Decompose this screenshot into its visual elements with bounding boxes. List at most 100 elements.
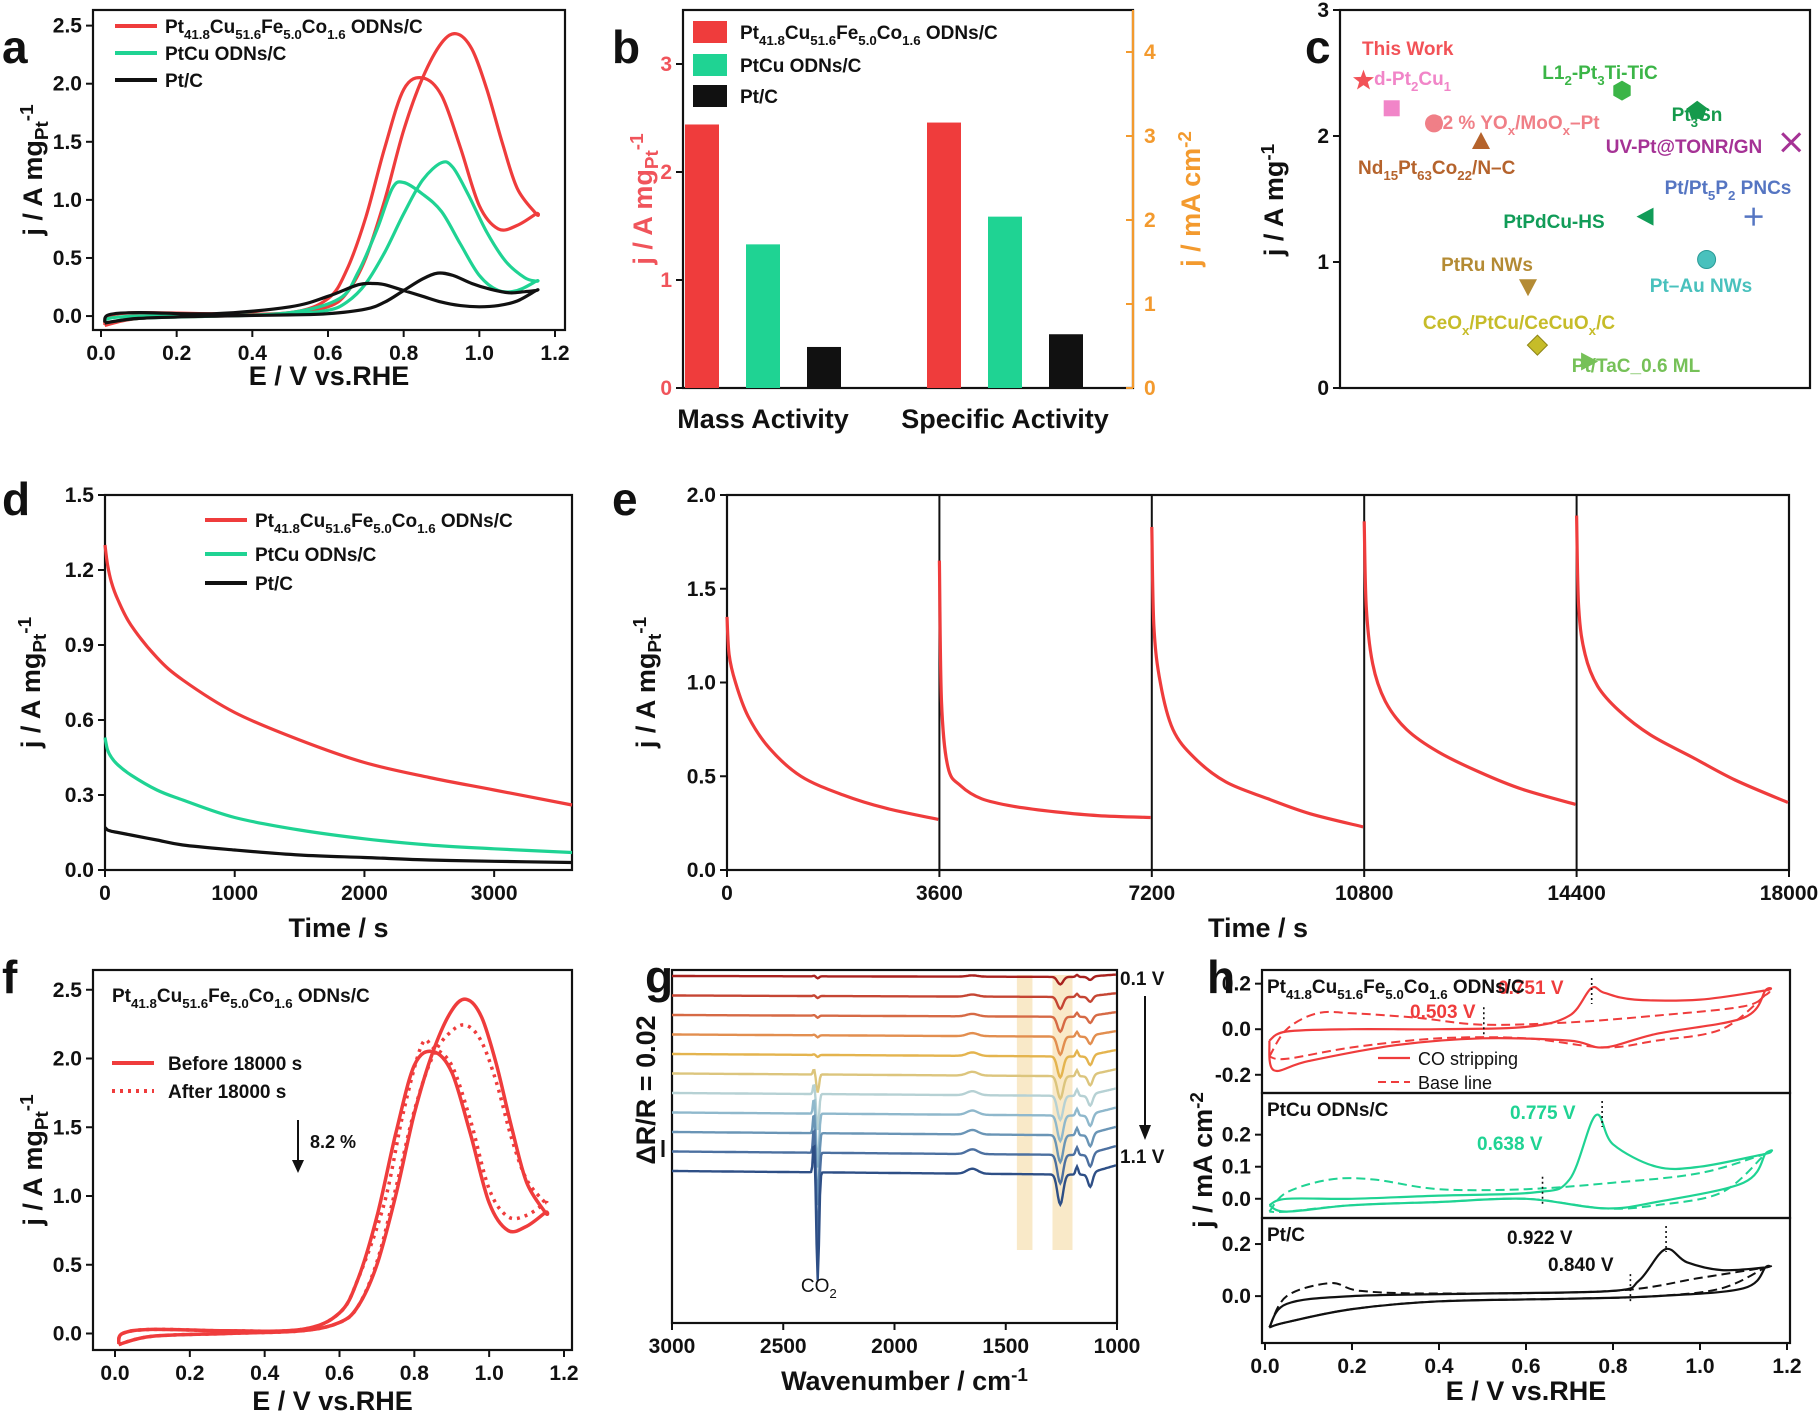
text-span: j / A mg — [631, 653, 661, 750]
text-span: x — [1589, 323, 1597, 338]
onset-label: 0.503 V — [1410, 1002, 1476, 1023]
y-axis-title: j / A mgPt-1 — [17, 104, 53, 236]
y-tick-label: 0.0 — [687, 859, 716, 882]
text-span: Pt — [642, 149, 663, 169]
y-tick-label: 0.0 — [1222, 1018, 1251, 1041]
text-span: 1.6 — [417, 521, 436, 536]
plot-frame — [1338, 8, 1812, 390]
plot-frame — [725, 493, 1791, 872]
text-span: 3 — [1691, 115, 1698, 130]
text-span: 5.0 — [230, 996, 249, 1011]
y-tick-label: 0.9 — [65, 634, 94, 657]
text-span: 5.0 — [283, 27, 302, 42]
series-line-green — [103, 737, 573, 855]
x-tick-label: 1000 — [211, 882, 258, 905]
onset-label: 0.638 V — [1477, 1134, 1543, 1155]
panel-title: Pt41.8Cu51.6Fe5.0Co1.6 ODNs/C — [112, 986, 370, 1011]
y-tick-label: 2.5 — [53, 979, 83, 1002]
text-span: j / A mg — [628, 169, 658, 266]
panel-label-f: f — [2, 951, 18, 1003]
spectrum-line — [672, 1129, 1117, 1243]
x-tick-label: 1.2 — [549, 1362, 578, 1385]
baseline-line — [1268, 1149, 1774, 1214]
star-marker — [1353, 69, 1374, 90]
text-span: j / A mg — [18, 1130, 48, 1227]
text-span: 51.6 — [235, 27, 261, 42]
text-span: 2 — [829, 1286, 836, 1301]
spectrum-line — [672, 973, 1117, 986]
y-tick-label: 3 — [1317, 0, 1329, 22]
text-span: Fe — [1363, 977, 1385, 998]
x-tick-label: 0.8 — [1598, 1355, 1628, 1378]
x-tick-label: 18000 — [1760, 882, 1818, 905]
top-potential-label: 0.1 V — [1120, 969, 1165, 990]
x-axis-title: Wavenumber / cm-1 — [781, 1365, 1028, 1396]
x-axis-title: E / V vs.RHE — [252, 1386, 413, 1416]
legend-label: PtCu ODNs/C — [740, 56, 862, 77]
x-tick-label: 0.8 — [389, 342, 419, 365]
legend-label: CO stripping — [1418, 1049, 1518, 1069]
y-tick-label: 0.2 — [1222, 1124, 1251, 1147]
y-tick-label: 1.5 — [65, 484, 95, 507]
legend-label: Base line — [1418, 1073, 1492, 1093]
text-span: -Pt — [1572, 63, 1598, 84]
point-label: 22 % YOx/MoOx–Pt — [1432, 113, 1600, 138]
x-tick-label: 2000 — [341, 882, 388, 905]
y-axis-title: j / A mg-1 — [1258, 144, 1289, 257]
text-span: Co — [392, 511, 417, 532]
text-span: Pt — [1398, 158, 1418, 179]
text-span: 2 — [1411, 79, 1418, 94]
text-span: 5.0 — [858, 33, 877, 48]
peak-label: 0.751 V — [1498, 978, 1564, 999]
text-span: -1 — [1011, 1365, 1028, 1386]
decrease-arrow-head — [292, 1160, 304, 1173]
y-tick-label: 0.1 — [1222, 1156, 1252, 1179]
x-tick-label: 0 — [721, 882, 733, 905]
onset-label: 0.840 V — [1548, 1255, 1614, 1276]
x-tick-label: 10800 — [1335, 882, 1393, 905]
y-tick-label: 0.6 — [65, 709, 94, 732]
y-axis-title: j / A mgPt-1 — [627, 133, 663, 265]
text-span: Fe — [261, 17, 283, 38]
panel-d: 0 1000 2000 3000 0.0 0.3 0.6 0.9 1.2 1.5 Time / s j… — [15, 484, 574, 943]
text-span: CeO — [1423, 313, 1462, 334]
text-span: Pt/TaC_0.6 ML — [1572, 356, 1701, 377]
y-axis-title: j / A mgPt-1 — [630, 617, 666, 749]
text-span: Cu — [785, 23, 810, 44]
text-span: 1.6 — [274, 996, 293, 1011]
x-tick-label: 1000 — [1094, 1335, 1141, 1358]
bar-green — [746, 244, 780, 388]
series-line-red — [103, 544, 573, 807]
y-tick-label: 1 — [1317, 251, 1329, 274]
text-span: This Work — [1362, 39, 1454, 60]
y-tick-label: 1.5 — [687, 578, 717, 601]
x-tick-label: 0.4 — [1424, 1355, 1454, 1378]
x-tick-label: 0.4 — [238, 342, 268, 365]
text-span: Pt — [255, 511, 275, 532]
x-tick-label: 3000 — [471, 882, 518, 905]
text-span: PNCs — [1735, 178, 1791, 199]
x-tick-label: 2500 — [760, 1335, 807, 1358]
panel-f: 0.0 0.2 0.4 0.6 0.8 1.0 1.2 0.0 0.5 1.0 1.5 2.0 2.5 E… — [17, 968, 579, 1416]
pentagon-marker — [1687, 100, 1707, 119]
text-span: P — [1715, 178, 1728, 199]
bar-red — [927, 122, 961, 388]
co-stripping-line — [1268, 1113, 1773, 1213]
x-tick-label: 2000 — [871, 1335, 918, 1358]
series-line-dotted — [116, 1023, 550, 1347]
x-tick-label: 0.0 — [86, 342, 115, 365]
point-label: Pt/Pt5P2 PNCs — [1665, 178, 1792, 203]
text-span: 41.8 — [184, 27, 210, 42]
text-span: Pt — [165, 17, 185, 38]
text-span: CO — [801, 1276, 830, 1297]
text-span: Pt — [740, 23, 760, 44]
bar-black — [1049, 334, 1083, 388]
text-span: 22 % YO — [1432, 113, 1508, 134]
text-span: ODNs/C — [436, 511, 513, 532]
triangle-marker — [1581, 352, 1599, 371]
text-span: Pt — [112, 986, 132, 1007]
y2-axis-title: j / mA cm-2 — [1175, 131, 1206, 268]
text-span: 41.8 — [274, 521, 300, 536]
